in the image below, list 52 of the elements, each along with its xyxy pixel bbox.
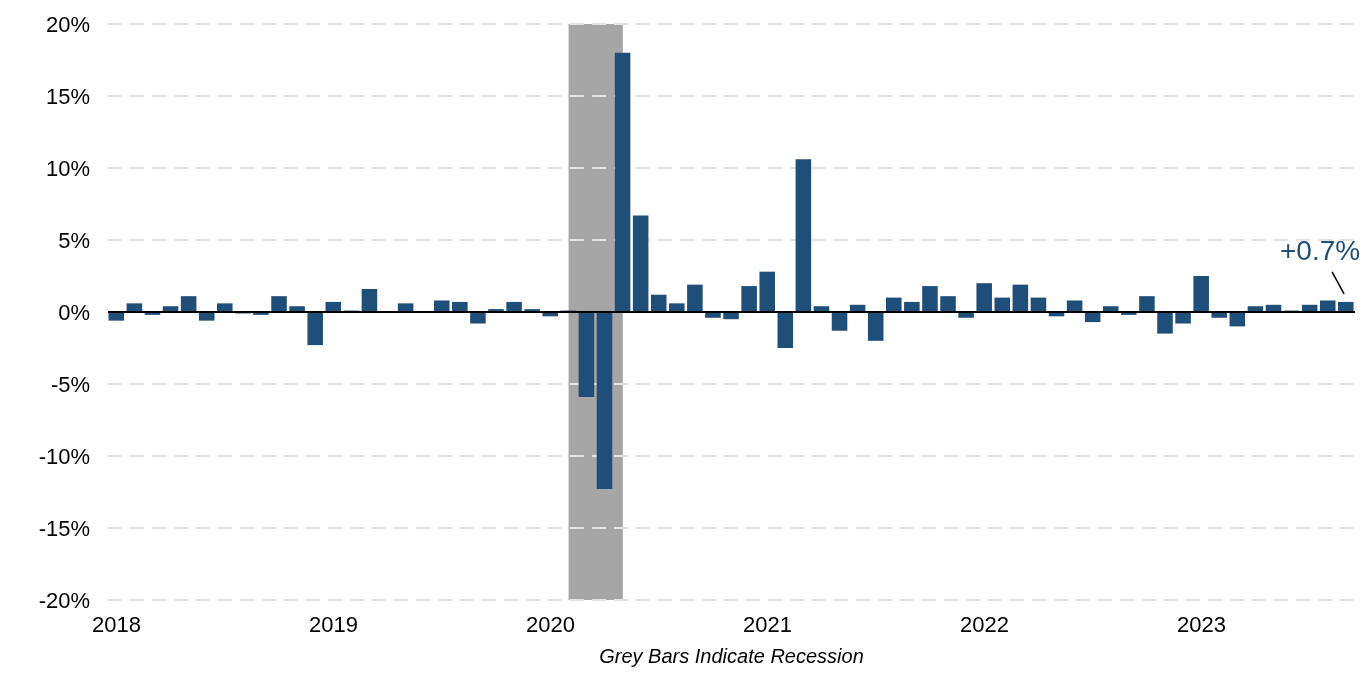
y-tick-label: 0%	[58, 299, 90, 325]
bar	[452, 301, 468, 312]
bar	[1319, 300, 1336, 312]
y-tick-label: -10%	[38, 443, 90, 469]
bar	[994, 297, 1011, 312]
bar	[180, 296, 197, 312]
bar	[578, 312, 595, 397]
bar	[650, 294, 667, 312]
bar	[614, 52, 631, 312]
bar	[759, 271, 775, 312]
bar	[596, 312, 613, 490]
bar	[867, 312, 884, 341]
bar	[904, 301, 920, 312]
x-tick-label: 2021	[743, 611, 792, 637]
bar	[1193, 276, 1209, 312]
bar	[795, 159, 812, 312]
bar	[940, 296, 956, 312]
bar	[632, 215, 649, 312]
x-tick-label: 2023	[1176, 611, 1226, 637]
text: Grey Bars Indicate Recession	[598, 645, 865, 668]
bar	[271, 296, 287, 312]
bar	[687, 284, 703, 312]
bar	[433, 300, 450, 312]
x-tick-label: 2022	[959, 611, 1009, 637]
bar	[325, 301, 342, 312]
x-tick-label: 2020	[526, 611, 575, 637]
x-tick-label: 2018	[92, 611, 142, 637]
bar	[1338, 301, 1354, 312]
bar	[886, 297, 902, 312]
bar	[741, 286, 757, 312]
bar	[506, 301, 522, 312]
bar	[1012, 284, 1029, 312]
bar	[470, 312, 486, 324]
bar	[1175, 312, 1191, 324]
bar	[777, 312, 794, 348]
x-tick-label: 2019	[309, 611, 359, 637]
y-tick-label: 10%	[45, 155, 90, 181]
bar	[307, 312, 323, 346]
y-tick-label: -15%	[38, 515, 90, 541]
bar	[361, 288, 378, 312]
bar	[922, 286, 938, 312]
y-tick-label: 20%	[45, 11, 90, 37]
y-tick-label: -5%	[50, 371, 90, 397]
bar	[1066, 300, 1083, 312]
bar	[976, 283, 992, 312]
bar	[831, 312, 848, 331]
y-tick-label: -20%	[38, 587, 90, 613]
y-tick-label: 15%	[45, 83, 90, 109]
bar	[1139, 296, 1155, 312]
y-tick-label: 5%	[58, 227, 90, 253]
bar	[1157, 312, 1173, 334]
annotation: +0.7%	[1279, 234, 1361, 266]
